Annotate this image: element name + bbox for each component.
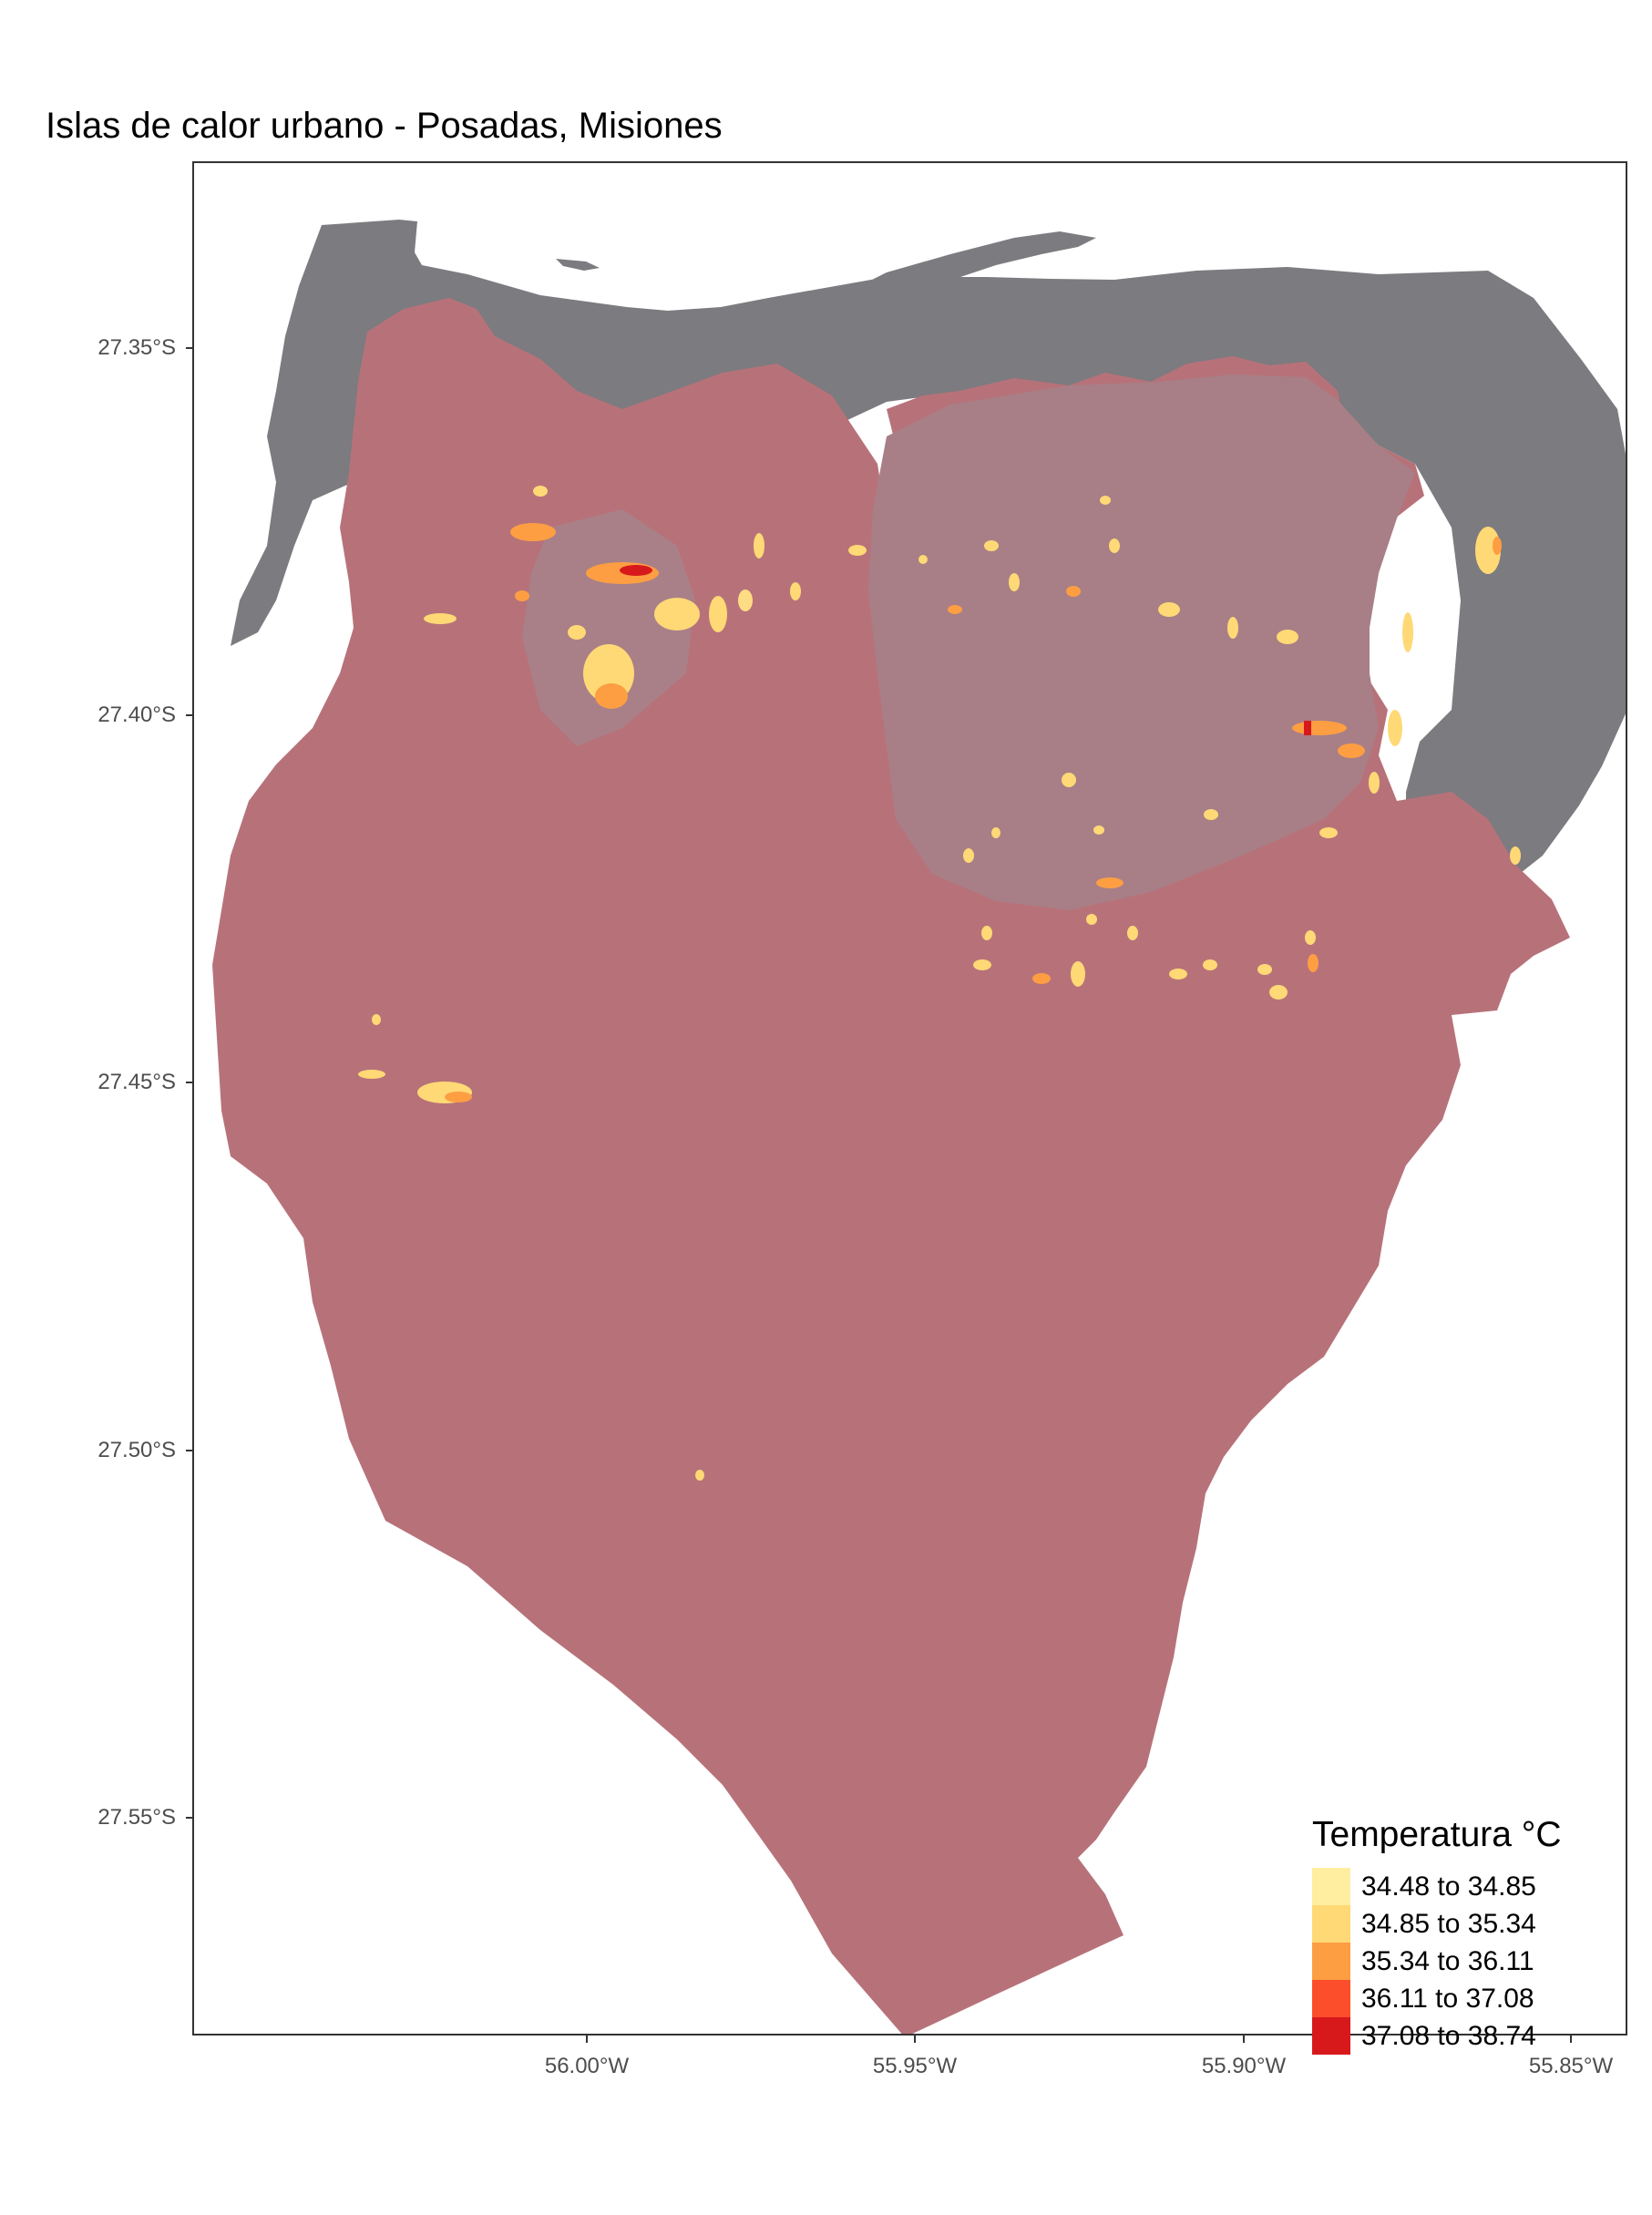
urban-zone <box>868 374 1415 910</box>
legend-title: Temperatura °C <box>1312 1815 1562 1854</box>
legend-item: 36.11 to 37.08 <box>1312 1980 1562 2017</box>
heat-islands <box>358 486 1521 1481</box>
legend-swatch <box>1312 1980 1350 2017</box>
legend-swatch <box>1312 1868 1350 1905</box>
map-panel[interactable] <box>192 161 1627 2036</box>
x-tickmark <box>1570 2036 1572 2043</box>
y-tick-label: 27.50°S <box>97 1438 176 1462</box>
y-tickmark <box>186 1450 192 1451</box>
map-canvas <box>212 220 1626 2034</box>
y-tickmark <box>186 1817 192 1819</box>
y-tick-label: 27.55°S <box>97 1805 176 1830</box>
legend-label: 36.11 to 37.08 <box>1361 1983 1534 2014</box>
y-tick-label: 27.35°S <box>97 335 176 360</box>
map-title: Islas de calor urbano - Posadas, Misione… <box>46 106 723 146</box>
legend-swatch <box>1312 1943 1350 1980</box>
legend-swatch <box>1312 2017 1350 2055</box>
x-tick-label: 55.95°W <box>872 2054 958 2078</box>
island-large <box>841 231 1096 300</box>
legend-label: 37.08 to 38.74 <box>1361 2020 1536 2051</box>
legend-item: 35.34 to 36.11 <box>1312 1943 1562 1980</box>
legend-label: 34.85 to 35.34 <box>1361 1908 1536 1939</box>
x-tick-label: 55.85°W <box>1528 2054 1614 2078</box>
legend-item: 34.85 to 35.34 <box>1312 1905 1562 1943</box>
x-tick-label: 55.90°W <box>1201 2054 1287 2078</box>
legend-swatch <box>1312 1905 1350 1943</box>
y-tickmark <box>186 714 192 716</box>
x-tickmark <box>586 2036 588 2043</box>
legend-label: 35.34 to 36.11 <box>1361 1945 1534 1976</box>
y-tick-label: 27.45°S <box>97 1070 176 1094</box>
island-small <box>556 259 600 271</box>
x-tickmark <box>914 2036 916 2043</box>
y-tickmark <box>186 347 192 349</box>
legend-item: 34.48 to 34.85 <box>1312 1868 1562 1905</box>
legend: Temperatura °C 34.48 to 34.85 34.85 to 3… <box>1312 1815 1562 2055</box>
x-tickmark <box>1243 2036 1245 2043</box>
legend-item: 37.08 to 38.74 <box>1312 2017 1562 2055</box>
legend-label: 34.48 to 34.85 <box>1361 1871 1536 1902</box>
y-tick-label: 27.40°S <box>97 702 176 727</box>
y-tickmark <box>186 1082 192 1083</box>
x-tick-label: 56.00°W <box>544 2054 630 2078</box>
